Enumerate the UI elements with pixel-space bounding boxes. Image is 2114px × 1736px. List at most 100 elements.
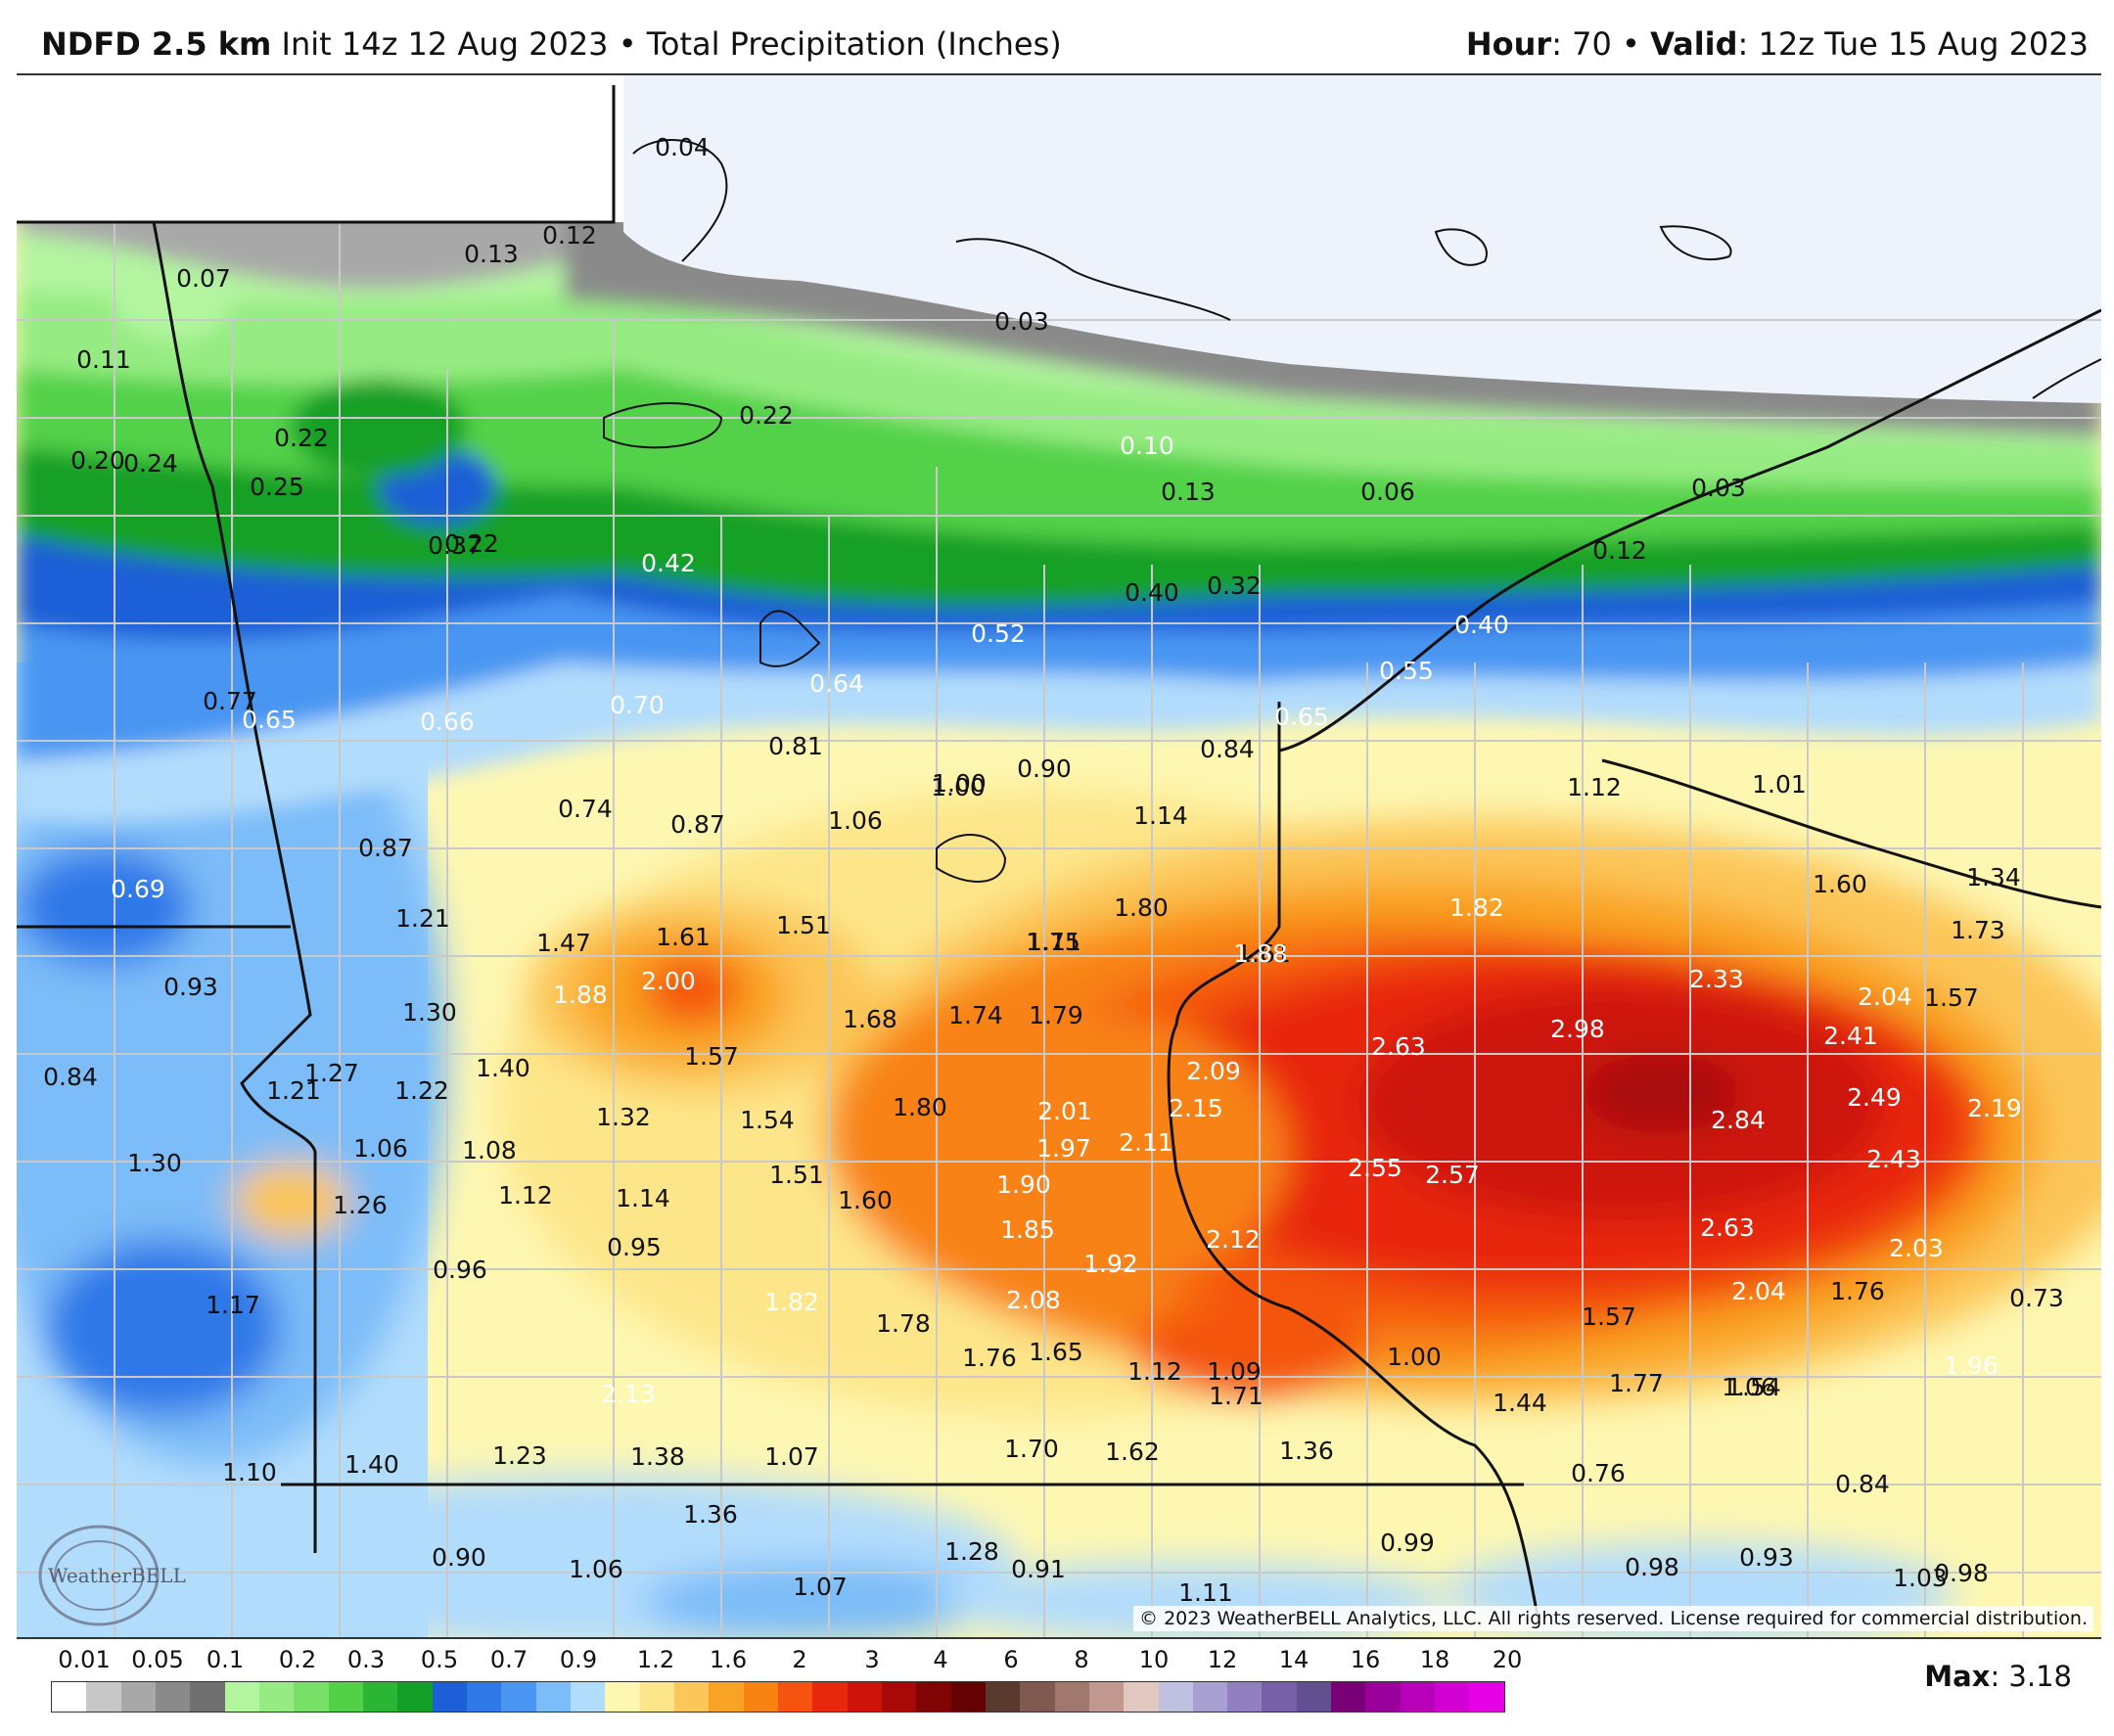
value-label: 1.88 bbox=[1233, 939, 1288, 968]
legend-tick-label: 0.05 bbox=[131, 1646, 184, 1673]
value-label: 1.79 bbox=[1029, 1001, 1083, 1029]
value-label: 0.40 bbox=[1125, 578, 1179, 607]
separator: • bbox=[618, 25, 637, 63]
legend-tick-label: 16 bbox=[1350, 1646, 1381, 1673]
value-label: 1.51 bbox=[769, 1161, 824, 1189]
legend-swatch bbox=[1124, 1682, 1159, 1712]
legend-swatch bbox=[1262, 1682, 1297, 1712]
value-label: 1.40 bbox=[345, 1450, 399, 1479]
header-left: NDFD 2.5 km Init 14z 12 Aug 2023 • Total… bbox=[41, 25, 1062, 63]
legend-tick-label: 14 bbox=[1278, 1646, 1310, 1673]
value-label: 1.11 bbox=[1027, 928, 1081, 956]
value-label: 1.77 bbox=[1609, 1369, 1664, 1397]
value-label: 0.84 bbox=[1835, 1470, 1890, 1498]
value-label: 1.00 bbox=[932, 769, 987, 798]
legend-swatch bbox=[120, 1682, 156, 1712]
valid-value: : 12z Tue 15 Aug 2023 bbox=[1737, 25, 2089, 63]
value-label: 0.70 bbox=[610, 691, 665, 719]
value-label: 0.65 bbox=[242, 706, 297, 734]
legend-swatch bbox=[432, 1682, 467, 1712]
value-label: 1.23 bbox=[492, 1441, 547, 1470]
value-label: 1.00 bbox=[931, 773, 986, 801]
value-label: 1.38 bbox=[630, 1442, 685, 1471]
legend-swatch bbox=[639, 1682, 674, 1712]
value-label: 1.36 bbox=[683, 1500, 738, 1529]
legend-tick-label: 12 bbox=[1207, 1646, 1238, 1673]
legend-swatch bbox=[535, 1682, 571, 1712]
value-label: 0.03 bbox=[994, 307, 1049, 336]
legend-swatch bbox=[570, 1682, 606, 1712]
value-label: 2.49 bbox=[1847, 1083, 1902, 1112]
value-label: 2.43 bbox=[1866, 1145, 1921, 1173]
value-label: 0.06 bbox=[1360, 478, 1415, 506]
value-label: 0.22 bbox=[444, 529, 499, 558]
value-label: 1.62 bbox=[1105, 1438, 1160, 1466]
legend-swatch bbox=[1365, 1682, 1401, 1712]
legend-tick-label: 0.3 bbox=[346, 1646, 386, 1673]
value-label: 1.92 bbox=[1083, 1250, 1138, 1278]
value-label: 1.26 bbox=[333, 1191, 388, 1219]
value-label: 1.47 bbox=[536, 929, 591, 957]
legend-tick-label: 0.01 bbox=[58, 1646, 111, 1673]
precip-fields bbox=[17, 643, 2101, 1637]
legend-tick-label: 4 bbox=[933, 1646, 948, 1673]
max-label: Max bbox=[1924, 1660, 1991, 1693]
legend-swatch bbox=[362, 1682, 398, 1712]
value-label: 1.06 bbox=[1722, 1373, 1776, 1401]
value-label: 1.74 bbox=[948, 1001, 1003, 1029]
legend-swatch bbox=[1192, 1682, 1228, 1712]
value-label: 2.55 bbox=[1348, 1154, 1402, 1182]
value-label: 2.09 bbox=[1186, 1057, 1241, 1085]
legend-swatch bbox=[1400, 1682, 1436, 1712]
value-label: 2.00 bbox=[641, 967, 696, 995]
value-label: 0.90 bbox=[432, 1543, 486, 1572]
value-label: 0.66 bbox=[420, 708, 475, 736]
value-label: 0.20 bbox=[70, 446, 125, 475]
hour-value: : 70 bbox=[1551, 25, 1612, 63]
value-label: 1.57 bbox=[684, 1042, 739, 1071]
value-label: 1.76 bbox=[1830, 1277, 1885, 1305]
value-label: 1.70 bbox=[1004, 1435, 1059, 1463]
value-label: 1.80 bbox=[1114, 893, 1169, 922]
value-label: 0.13 bbox=[464, 240, 519, 268]
value-label: 1.14 bbox=[616, 1184, 670, 1212]
value-label: 1.10 bbox=[222, 1458, 277, 1486]
value-label: 1.61 bbox=[1236, 939, 1291, 968]
value-label: 1.32 bbox=[596, 1103, 651, 1131]
canada-white-area bbox=[17, 75, 623, 222]
value-label: 0.22 bbox=[739, 401, 794, 430]
color-legend: 0.01 0.05 0.1 0.2 0.3 0.5 0.7 0.9 1.2 1.6 2 3 4 6 8 10 1… bbox=[51, 1646, 1522, 1713]
value-label: 2.12 bbox=[1206, 1225, 1261, 1254]
value-label: 1.54 bbox=[1726, 1373, 1781, 1401]
value-label: 1.21 bbox=[266, 1076, 321, 1105]
value-label: 1.36 bbox=[1279, 1437, 1334, 1465]
legend-swatch bbox=[1227, 1682, 1263, 1712]
map-canvas[interactable]: 0.04 0.13 0.12 0.07 0.11 0.03 0.22 0.200.24 0.22… bbox=[17, 75, 2101, 1637]
legend-tick-label: 1.6 bbox=[709, 1646, 748, 1673]
state-borders bbox=[17, 85, 2101, 1622]
legend-bar bbox=[51, 1681, 1505, 1713]
value-label: 0.95 bbox=[607, 1233, 662, 1261]
value-label: 2.84 bbox=[1711, 1106, 1766, 1134]
value-label: 0.77 bbox=[203, 687, 257, 715]
precip-map[interactable]: 0.04 0.13 0.12 0.07 0.11 0.03 0.22 0.20 0.24 0.22… bbox=[17, 73, 2101, 1639]
value-label: 1.76 bbox=[962, 1344, 1017, 1372]
value-label: 0.69 bbox=[111, 875, 165, 903]
legend-swatch bbox=[709, 1682, 744, 1712]
value-label: 0.52 bbox=[971, 619, 1026, 648]
legend-swatch bbox=[501, 1682, 536, 1712]
value-label: 0.74 bbox=[558, 795, 613, 823]
value-label: 1.06 bbox=[828, 806, 883, 835]
value-label: 0.07 bbox=[176, 264, 231, 293]
legend-swatch bbox=[86, 1682, 121, 1712]
value-label: 1.60 bbox=[1813, 870, 1867, 898]
hour-label: Hour bbox=[1465, 25, 1552, 63]
value-label: 1.08 bbox=[462, 1136, 517, 1165]
value-label: 2.11 bbox=[1119, 1128, 1173, 1157]
value-label: 1.82 bbox=[764, 1288, 819, 1316]
value-label: 0.93 bbox=[163, 973, 218, 1001]
value-label: 1.03 bbox=[1893, 1564, 1948, 1592]
value-label: 1.30 bbox=[402, 998, 457, 1027]
legend-swatch bbox=[847, 1682, 882, 1712]
lake-superior-white bbox=[623, 75, 2101, 403]
